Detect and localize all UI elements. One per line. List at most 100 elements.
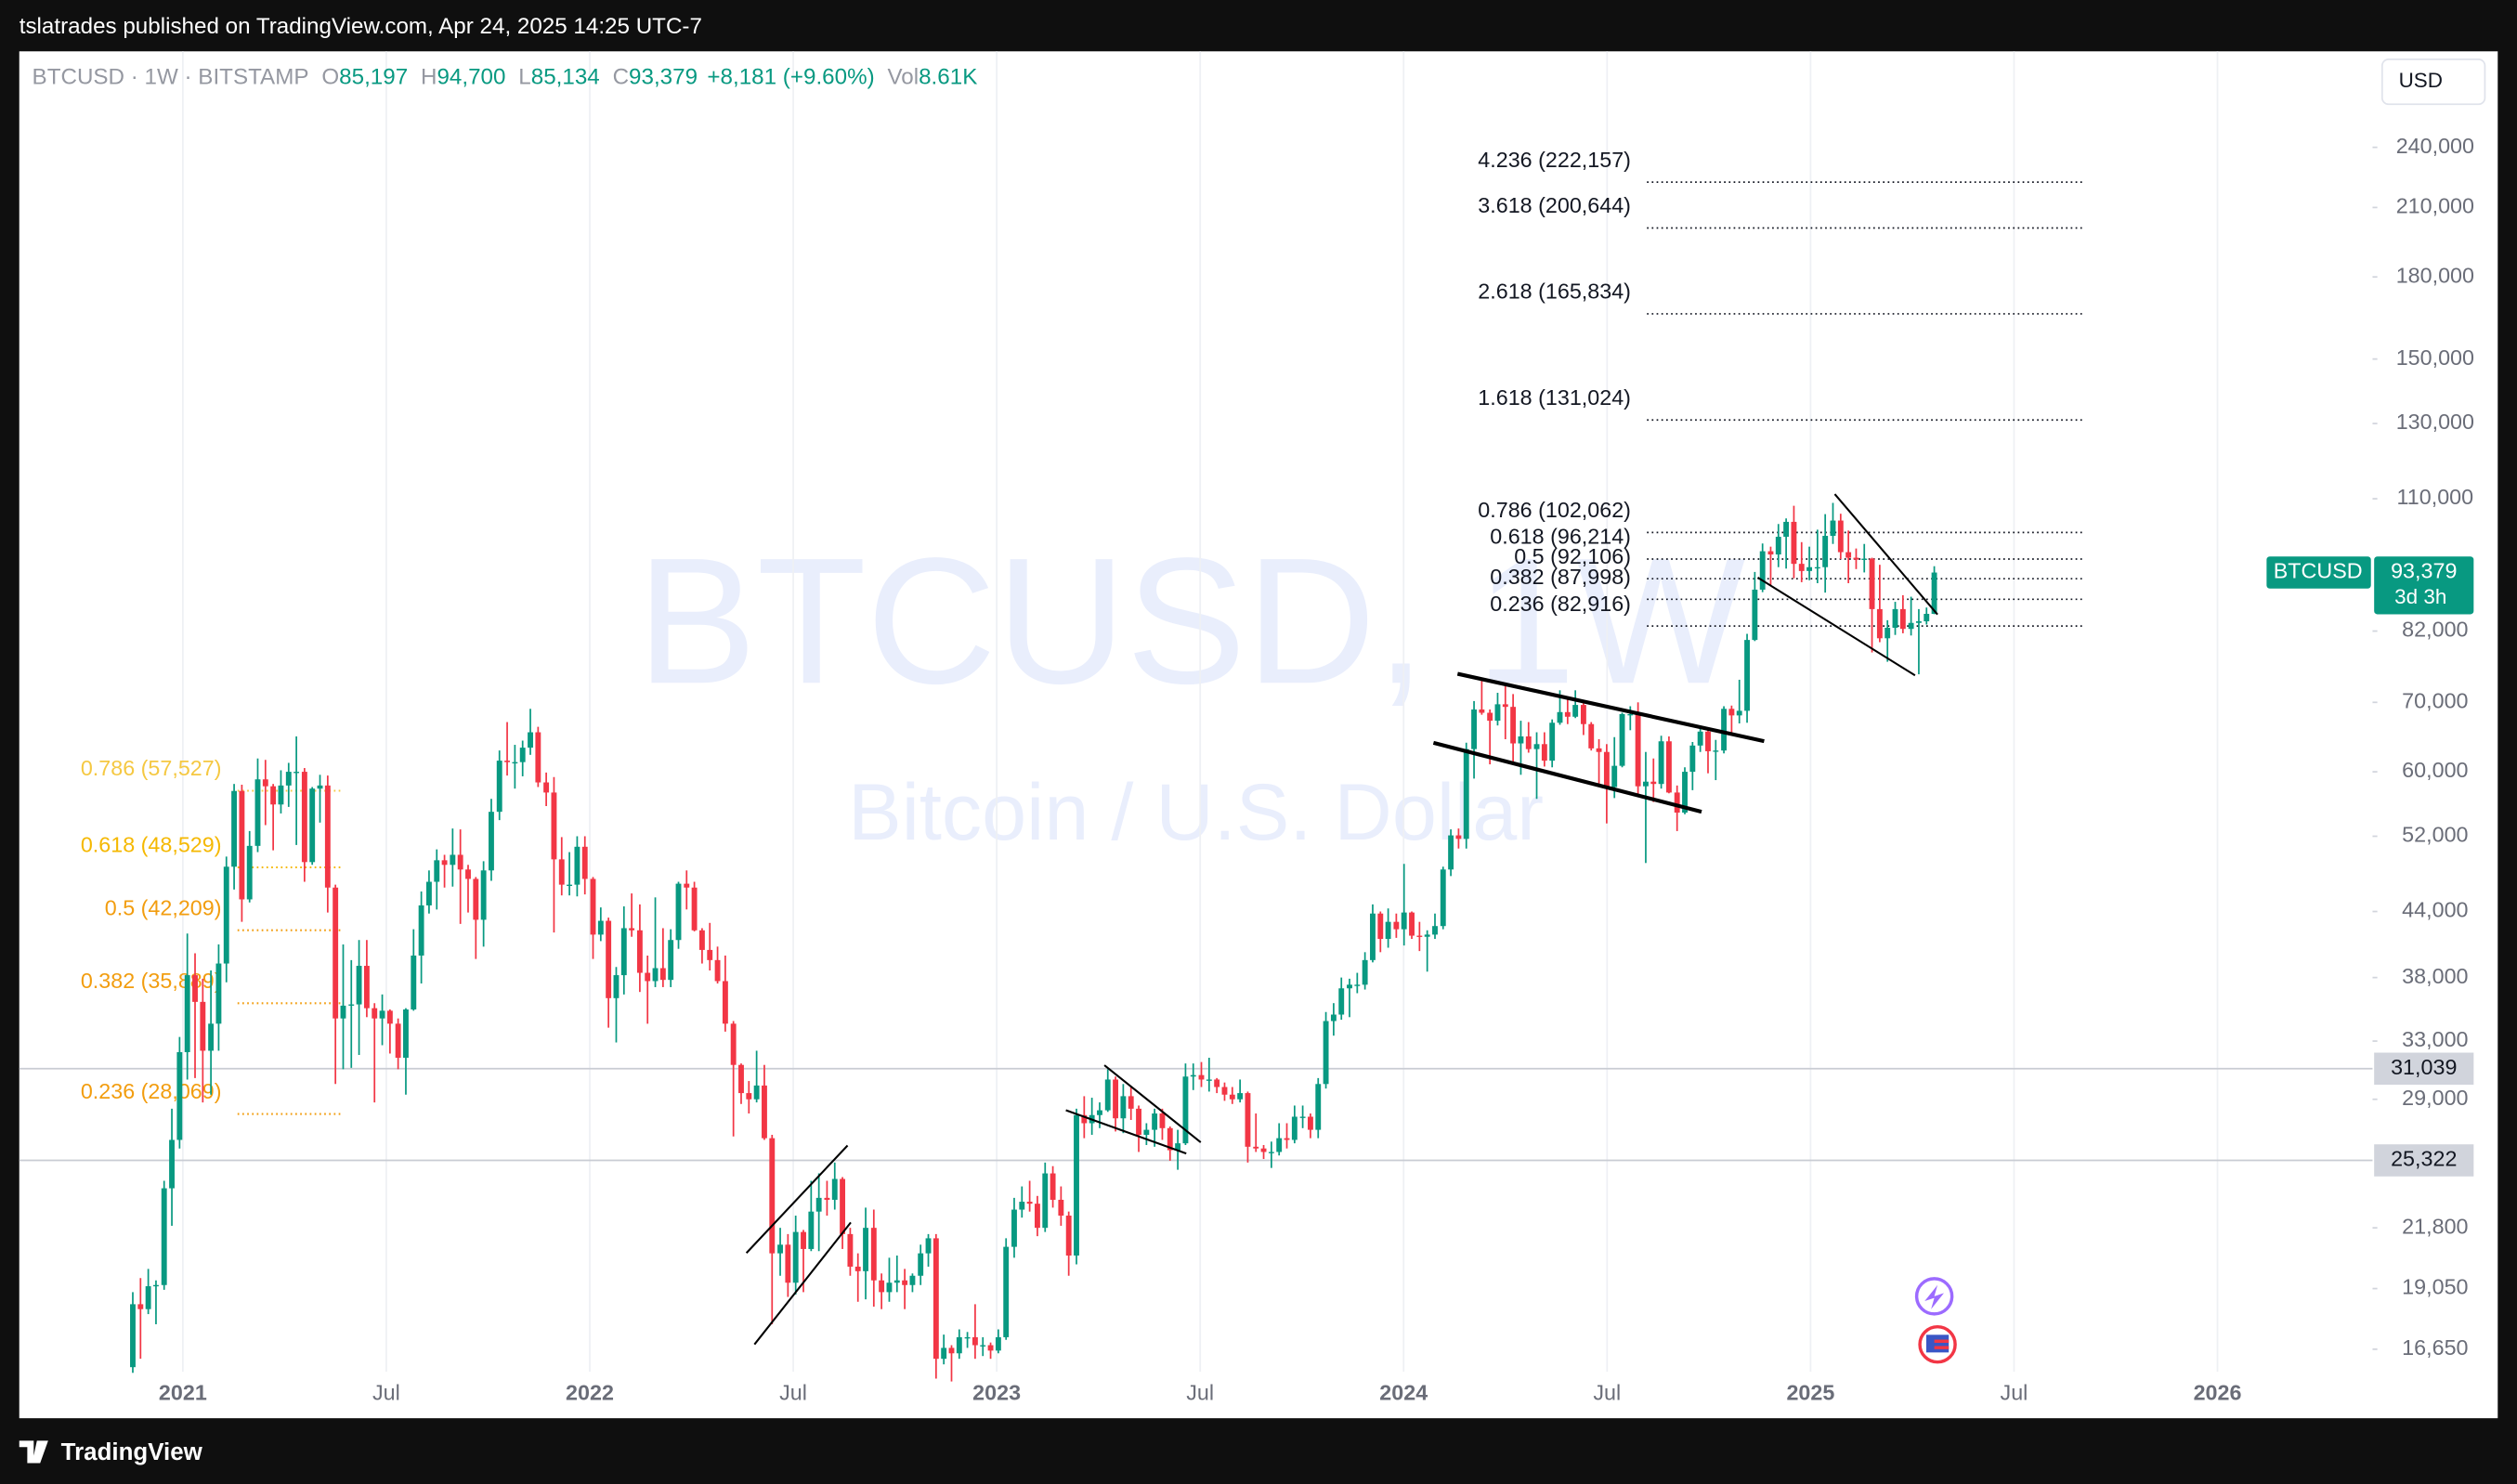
candle-body	[551, 792, 557, 860]
candle-body	[1775, 536, 1781, 555]
trendline	[745, 1144, 849, 1254]
candle-body	[870, 1228, 877, 1281]
candle-body	[1611, 765, 1618, 788]
candle-body	[1377, 913, 1384, 940]
candle-body	[1533, 744, 1540, 749]
candle-body	[317, 785, 323, 789]
legend-key: C	[613, 65, 629, 90]
y-tick-label: 52,000	[2402, 823, 2468, 847]
price-line-label: 31,039	[2391, 1055, 2457, 1079]
candle-body	[379, 1010, 385, 1019]
candle-body	[1494, 704, 1501, 722]
candle-body	[457, 854, 463, 870]
candle-body	[519, 748, 526, 762]
candle-body	[1596, 748, 1602, 752]
candle-body	[324, 785, 331, 888]
legend-key: L	[518, 65, 530, 90]
brand-name: TradingView	[61, 1439, 203, 1465]
y-tick-label: 210,000	[2396, 194, 2474, 218]
fib-label: 1.618 (131,024)	[1478, 385, 1631, 410]
candle-body	[1908, 622, 1914, 630]
trendline	[1103, 1064, 1202, 1143]
candle-body	[130, 1304, 136, 1368]
candle-body	[1463, 749, 1469, 840]
price-line-tag	[2374, 1144, 2474, 1177]
candle-body	[231, 790, 238, 867]
candle-body	[1175, 1143, 1181, 1151]
symbol-line: BTCUSD · 1W · BITSTAMP	[33, 65, 309, 90]
candle-body	[1525, 735, 1532, 749]
y-tick-label: 240,000	[2396, 134, 2474, 158]
candle-body	[1471, 709, 1477, 749]
x-tick-label: Jul	[779, 1380, 807, 1404]
candle-body	[691, 887, 698, 931]
candle-body	[785, 1244, 791, 1283]
legend-value: 93,379	[629, 65, 698, 90]
candle-body	[1650, 781, 1657, 785]
candle-body	[762, 1085, 767, 1139]
trendline	[1833, 493, 1938, 616]
candle-body	[606, 920, 612, 998]
candle-body	[535, 732, 541, 783]
candle-body	[854, 1266, 861, 1271]
candle-body	[411, 955, 417, 1010]
candle-body	[1026, 1202, 1033, 1204]
events-icon-flag	[1925, 1334, 1950, 1353]
candle-body	[215, 963, 222, 1024]
candle-body	[1705, 731, 1711, 751]
candle-body	[1214, 1079, 1220, 1087]
candle-body	[1931, 572, 1937, 615]
candle-body	[403, 1009, 409, 1059]
candle-body	[1432, 926, 1438, 935]
candle-body	[1167, 1127, 1173, 1151]
candle-body	[918, 1253, 924, 1276]
candle-body	[543, 782, 550, 793]
candle-body	[1284, 1138, 1290, 1140]
y-tick-label: 38,000	[2402, 964, 2468, 988]
fib-label: 0.236 (82,916)	[1490, 592, 1631, 616]
fib-label: 0.786 (57,527)	[81, 756, 222, 780]
candle-body	[1385, 921, 1391, 940]
candle-body	[1814, 566, 1820, 569]
candle-body	[815, 1197, 822, 1212]
candle-body	[620, 928, 627, 976]
candle-body	[980, 1345, 986, 1347]
candle-body	[645, 972, 651, 982]
ohlc-legend: BTCUSD · 1W · BITSTAMP O85,197 H94,700 L85,…	[33, 65, 978, 90]
x-tick-label: Jul	[1593, 1380, 1621, 1404]
candle-body	[1237, 1093, 1244, 1100]
candle-body	[425, 881, 432, 905]
candle-body	[528, 732, 533, 749]
candle-body	[309, 788, 316, 863]
watermark-subtitle: Bitcoin / U.S. Dollar	[848, 768, 1544, 857]
candle-body	[675, 883, 682, 941]
candle-body	[995, 1336, 1001, 1351]
currency-button[interactable]	[2380, 59, 2486, 106]
candle-body	[1892, 608, 1898, 629]
ideas-icon-bolt	[1924, 1284, 1944, 1309]
candle-body	[1674, 792, 1680, 814]
trendlines	[745, 493, 1938, 1346]
y-tick-label: 33,000	[2402, 1027, 2468, 1051]
candle-body	[1058, 1199, 1064, 1216]
x-tick-label: 2022	[566, 1380, 614, 1404]
y-tick-label: 44,000	[2402, 898, 2468, 922]
candle-body	[1128, 1096, 1134, 1109]
candle-body	[1924, 614, 1930, 622]
candle-body	[496, 761, 502, 813]
candle-body	[1081, 1114, 1088, 1124]
candle-body	[356, 966, 362, 1005]
candle-body	[254, 779, 261, 846]
x-tick-label: Jul	[2001, 1380, 2028, 1404]
candle-body	[753, 1085, 760, 1100]
last-price-tag	[2374, 556, 2474, 615]
candle-body	[176, 1051, 183, 1140]
candle-body	[1752, 589, 1758, 641]
candle-body	[1643, 781, 1649, 787]
candle-body	[1260, 1148, 1267, 1152]
candle-body	[847, 1233, 854, 1267]
fib-label: 3.618 (200,644)	[1478, 193, 1631, 217]
candle-body	[714, 959, 721, 982]
